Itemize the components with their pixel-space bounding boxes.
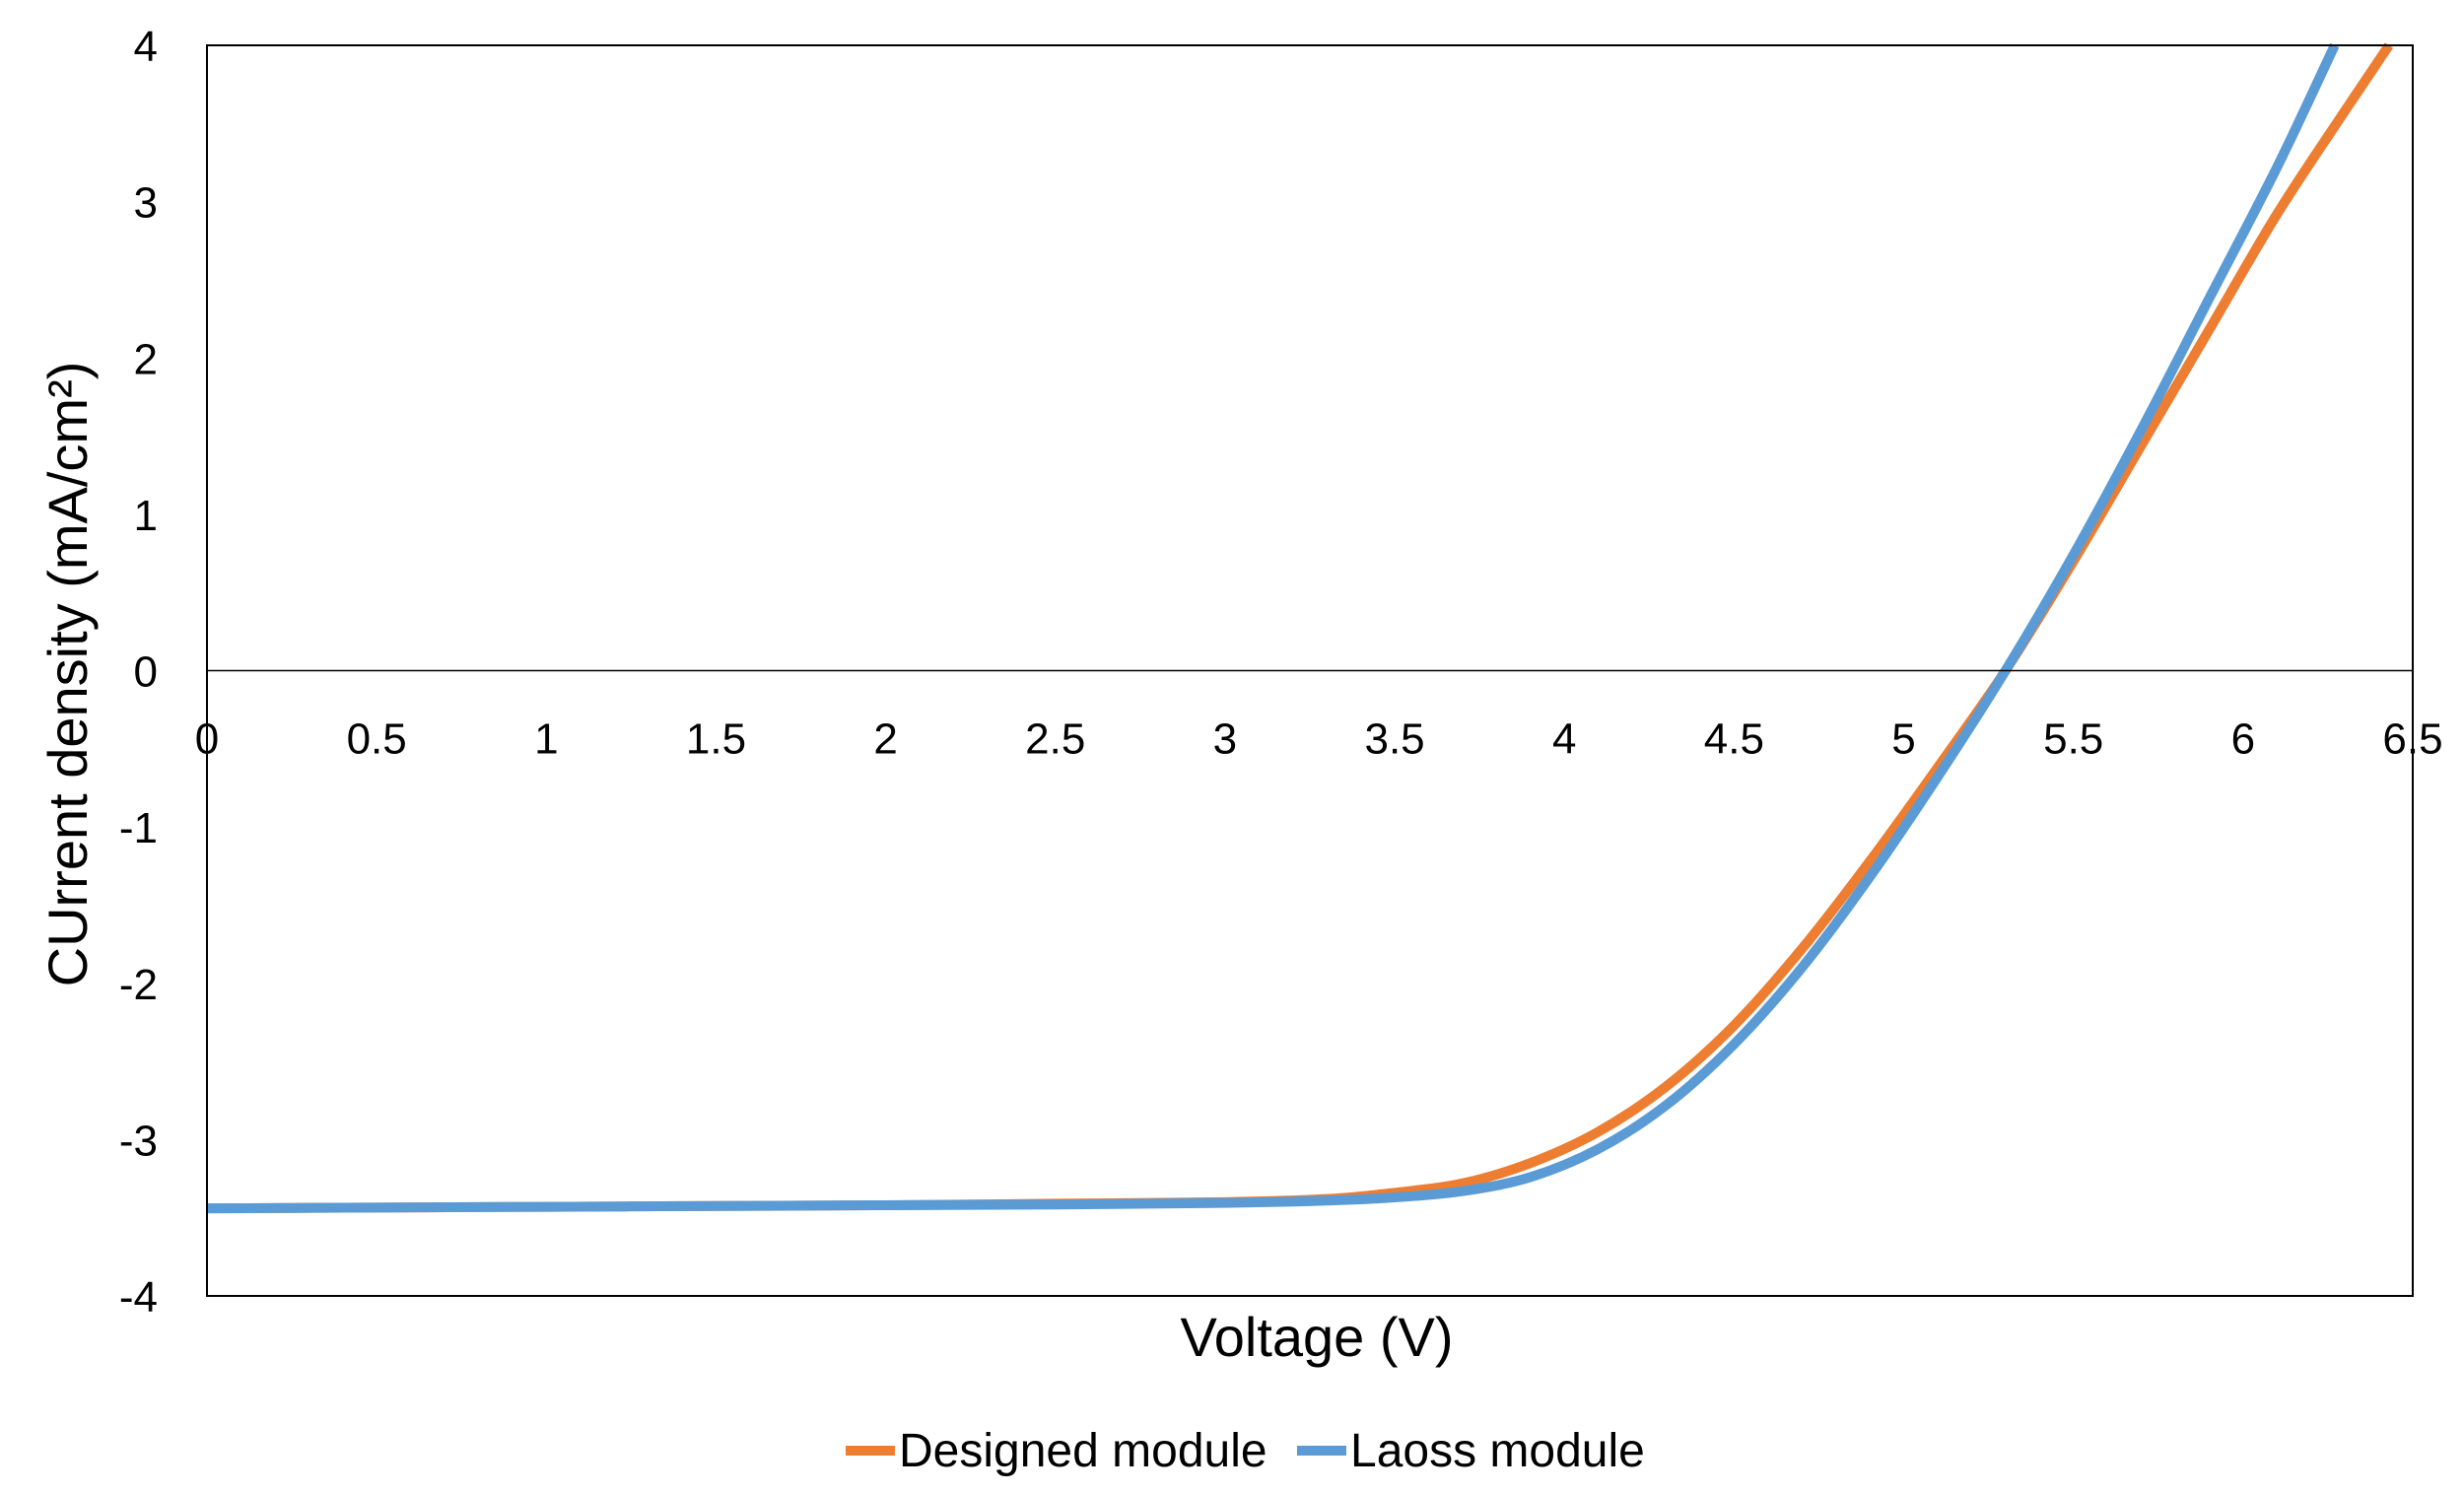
legend-label-laoss-module: Laoss module xyxy=(1350,1425,1645,1477)
x-tick-label: 1.5 xyxy=(686,715,746,764)
plot-area-border xyxy=(206,44,2414,1297)
legend-label-designed-module: Designed module xyxy=(899,1425,1267,1477)
x-tick-label: 6.5 xyxy=(2382,715,2442,764)
x-tick-label: 4.5 xyxy=(1704,715,1764,764)
y-tick-label: -4 xyxy=(119,1273,158,1322)
series-layer xyxy=(206,42,2394,1214)
legend: Designed module Laoss module xyxy=(846,1425,1645,1477)
y-tick-label: 2 xyxy=(134,335,158,383)
series-line-laoss-module xyxy=(206,42,2340,1214)
y-axis-title: CUrrent density (mA/cm²) xyxy=(36,362,99,987)
x-tick-label: 0.5 xyxy=(347,715,407,764)
y-tick-label: -1 xyxy=(119,804,158,852)
y-tick-label: 1 xyxy=(134,492,158,540)
y-tick-label: -2 xyxy=(119,961,158,1009)
y-tick-label: -3 xyxy=(119,1117,158,1165)
x-tick-label: 6 xyxy=(2231,715,2255,764)
x-tick-label: 3 xyxy=(1213,715,1237,764)
y-axis-ticks: -4 -3 -2 -1 0 1 2 3 4 xyxy=(119,23,158,1322)
x-tick-label: 2 xyxy=(873,715,897,764)
x-axis-ticks: 0 0.5 1 1.5 2 2.5 3 3.5 4 4.5 5 5.5 6 6.5 xyxy=(195,715,2443,764)
x-tick-label: 5 xyxy=(1891,715,1915,764)
y-tick-label: 3 xyxy=(134,179,158,228)
x-tick-label: 1 xyxy=(534,715,558,764)
y-tick-label: 0 xyxy=(134,648,158,697)
x-tick-label: 3.5 xyxy=(1364,715,1424,764)
x-axis-title: Voltage (V) xyxy=(1180,1306,1453,1368)
x-tick-label: 4 xyxy=(1552,715,1576,764)
y-tick-label: 4 xyxy=(134,23,158,71)
x-tick-label: 5.5 xyxy=(2043,715,2103,764)
x-tick-label: 2.5 xyxy=(1025,715,1085,764)
x-tick-label: 0 xyxy=(195,715,219,764)
